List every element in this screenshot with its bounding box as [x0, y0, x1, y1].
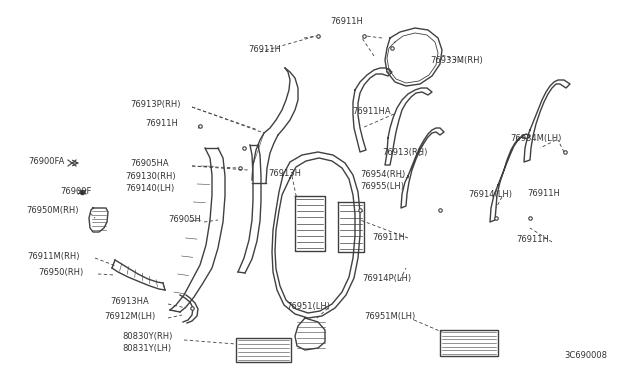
Text: 76911H: 76911H: [330, 17, 363, 26]
Text: 76914(LH): 76914(LH): [468, 190, 512, 199]
Text: 76914P(LH): 76914P(LH): [362, 273, 411, 282]
Text: 76911H: 76911H: [145, 119, 178, 128]
Text: 76905H: 76905H: [168, 215, 201, 224]
Text: 76913H: 76913H: [268, 170, 301, 179]
Text: 3C690008: 3C690008: [564, 350, 607, 359]
Text: 76954(RH): 76954(RH): [360, 170, 405, 180]
Text: 76911H: 76911H: [372, 234, 405, 243]
Text: 80831Y(LH): 80831Y(LH): [122, 343, 171, 353]
Text: 76951(LH): 76951(LH): [286, 301, 330, 311]
Text: 76911H: 76911H: [248, 45, 281, 55]
Text: 76934M(LH): 76934M(LH): [510, 134, 561, 142]
Text: 76911HA: 76911HA: [352, 108, 390, 116]
Text: 76951M(LH): 76951M(LH): [364, 311, 415, 321]
Text: 76913(RH): 76913(RH): [382, 148, 428, 157]
Text: 76955(LH): 76955(LH): [360, 183, 404, 192]
Text: 76950M(RH): 76950M(RH): [26, 205, 79, 215]
Text: 80830Y(RH): 80830Y(RH): [122, 331, 172, 340]
Text: 769130(RH): 769130(RH): [125, 171, 175, 180]
Text: 76950(RH): 76950(RH): [38, 267, 83, 276]
Text: 76913P(RH): 76913P(RH): [130, 100, 180, 109]
Text: 76913HA: 76913HA: [110, 298, 148, 307]
Text: 76933M(RH): 76933M(RH): [430, 55, 483, 64]
Bar: [440, 330, 498, 356]
Text: 76911M(RH): 76911M(RH): [27, 251, 79, 260]
Text: 76912M(LH): 76912M(LH): [104, 311, 156, 321]
Text: 76911H: 76911H: [516, 235, 549, 244]
Text: 76900FA: 76900FA: [28, 157, 65, 167]
Text: 76905HA: 76905HA: [130, 160, 168, 169]
Text: 76900F: 76900F: [60, 187, 92, 196]
Text: 769140(LH): 769140(LH): [125, 183, 174, 192]
Bar: [236, 338, 291, 362]
Text: 76911H: 76911H: [527, 189, 560, 198]
